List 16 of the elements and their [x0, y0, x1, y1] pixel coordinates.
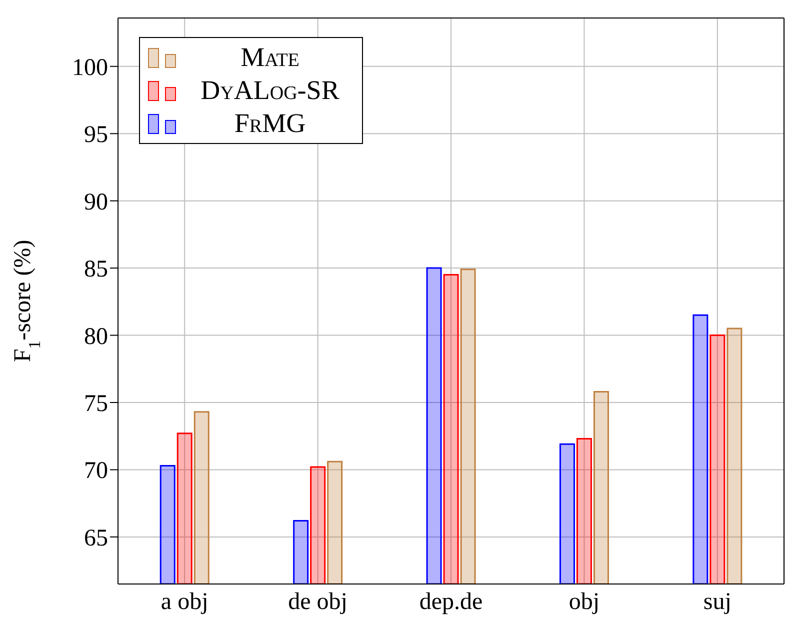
legend-label: FrMG [233, 107, 307, 140]
y-tick-label: 90 [84, 189, 108, 216]
y-tick-label: 95 [84, 122, 108, 148]
x-tick-label: dep.de [419, 589, 483, 616]
x-tick-label: obj [568, 589, 600, 616]
y-tick-label: 85 [84, 256, 108, 283]
y-tick-label: 100 [72, 54, 108, 81]
x-tick-label: de obj [288, 589, 348, 616]
x-tick-label: suj [703, 589, 732, 616]
x-tick-label: a obj [160, 589, 208, 616]
y-tick-label: 65 [84, 525, 108, 552]
y-tick-label: 70 [84, 458, 108, 484]
legend-label: DyALog-SR [200, 74, 340, 107]
legend-label: Mate [240, 41, 300, 74]
y-tick-label: 80 [84, 324, 108, 350]
y-tick-label: 75 [84, 391, 108, 418]
